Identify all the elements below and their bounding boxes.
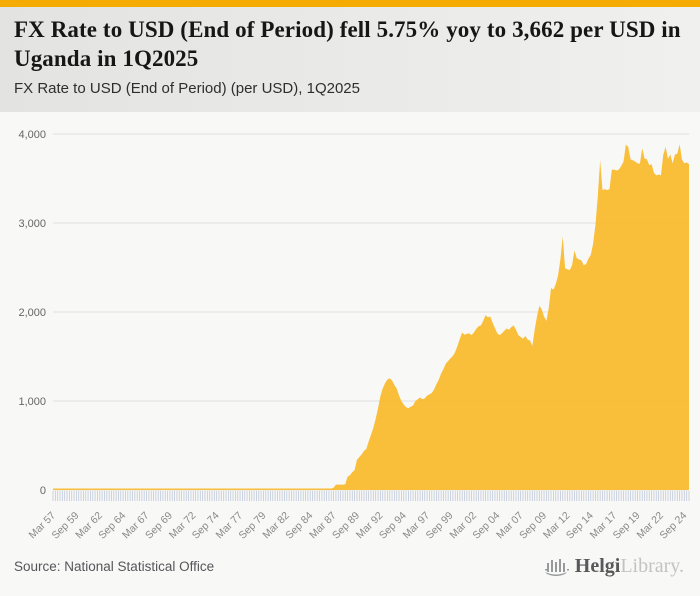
y-axis-tick-label: 1,000 (18, 396, 46, 408)
fx-rate-area-series (53, 144, 689, 491)
page-title: FX Rate to USD (End of Period) fell 5.75… (14, 17, 681, 71)
y-axis-tick-label: 2,000 (18, 307, 46, 319)
logo-text-primary: Helgi (574, 555, 621, 577)
source-note: Source: National Statistical Office (14, 558, 215, 574)
accent-top-bar (0, 0, 700, 7)
y-axis-tick-label: 0 (40, 485, 46, 497)
helgi-columns-icon (544, 559, 569, 576)
helgi-library-logo: HelgiLibrary. (544, 555, 684, 577)
logo-text-secondary: Library. (620, 555, 684, 577)
y-axis-tick-label: 3,000 (18, 218, 46, 230)
chart-subtitle: FX Rate to USD (End of Period) (per USD)… (14, 80, 360, 97)
y-axis-tick-label: 4,000 (18, 129, 46, 141)
fx-rate-area-chart: 0 1,000 2,000 3,000 4,000 Mar 57 Sep 59 Mar 62 S… (0, 112, 700, 545)
chart-header: FX Rate to USD (End of Period) fell 5.75… (0, 7, 700, 112)
chart-footer: Source: National Statistical Office Helg… (0, 546, 700, 596)
